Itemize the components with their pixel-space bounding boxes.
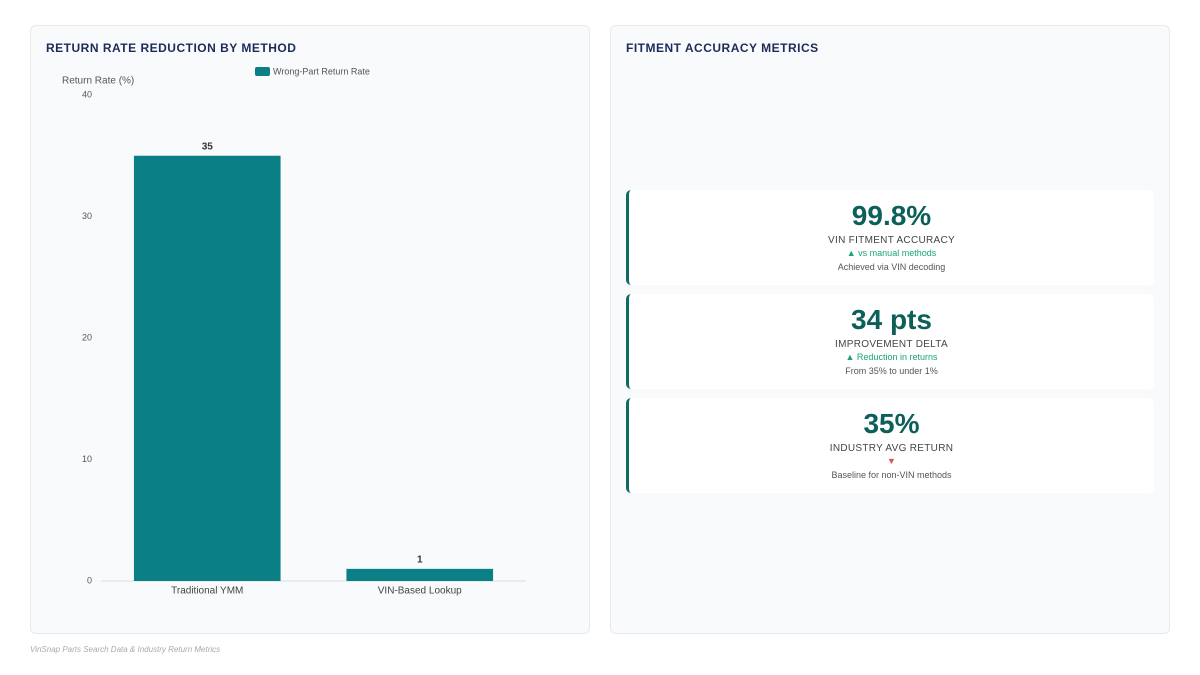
metric-trend: ▲ Reduction in returns	[845, 352, 938, 362]
metric-label: INDUSTRY AVG RETURN	[829, 443, 954, 454]
bar	[133, 155, 281, 581]
metric-value: 34 pts	[851, 304, 932, 335]
metric-card: 35% INDUSTRY AVG RETURN ▼ Baseline for non-…	[626, 398, 1154, 493]
y-tick-label: 40	[82, 89, 92, 99]
x-tick-label: VIN-Based Lookup	[378, 586, 462, 597]
data-label: 35	[202, 141, 214, 152]
metric-value: 99.8%	[851, 200, 932, 231]
metrics-title: FITMENT ACCURACY METRICS	[626, 41, 819, 55]
metric-card: 34 pts IMPROVEMENT DELTA ▲ Reduction in re…	[626, 294, 1154, 389]
metric-card: 99.8% VIN FITMENT ACCURACY ▲ vs manual met…	[626, 190, 1154, 285]
chart-title: RETURN RATE REDUCTION BY METHOD	[46, 41, 297, 55]
metrics-panel: FITMENT ACCURACY METRICS 99.8% VIN FITMEN…	[610, 25, 1170, 634]
metric-trend: ▲ vs manual methods	[846, 248, 937, 258]
y-tick-label: 30	[82, 211, 92, 221]
data-label: 1	[417, 554, 423, 565]
metric-label: VIN FITMENT ACCURACY	[828, 235, 955, 246]
metric-note: Baseline for non-VIN methods	[831, 470, 952, 480]
bar	[346, 568, 494, 581]
y-tick-label: 20	[82, 332, 92, 342]
metric-note: Achieved via VIN decoding	[837, 262, 946, 272]
metric-trend: ▼	[887, 456, 896, 466]
y-tick-label: 0	[87, 575, 92, 585]
y-axis-label: Return Rate (%)	[62, 76, 134, 87]
metric-value: 35%	[863, 408, 920, 439]
chart: Return Rate (%) 0 10 20 30 40 Wrong-Part Retur…	[62, 66, 526, 597]
legend-label: Wrong-Part Return Rate	[273, 66, 370, 76]
source-note: VinSnap Parts Search Data & Industry Ret…	[30, 645, 221, 654]
y-tick-label: 10	[82, 454, 92, 464]
x-tick-label: Traditional YMM	[171, 586, 243, 597]
metric-note: From 35% to under 1%	[845, 366, 938, 376]
chart-panel: RETURN RATE REDUCTION BY METHOD Return R…	[30, 25, 590, 634]
legend-swatch	[255, 67, 270, 76]
metric-label: IMPROVEMENT DELTA	[835, 339, 948, 350]
